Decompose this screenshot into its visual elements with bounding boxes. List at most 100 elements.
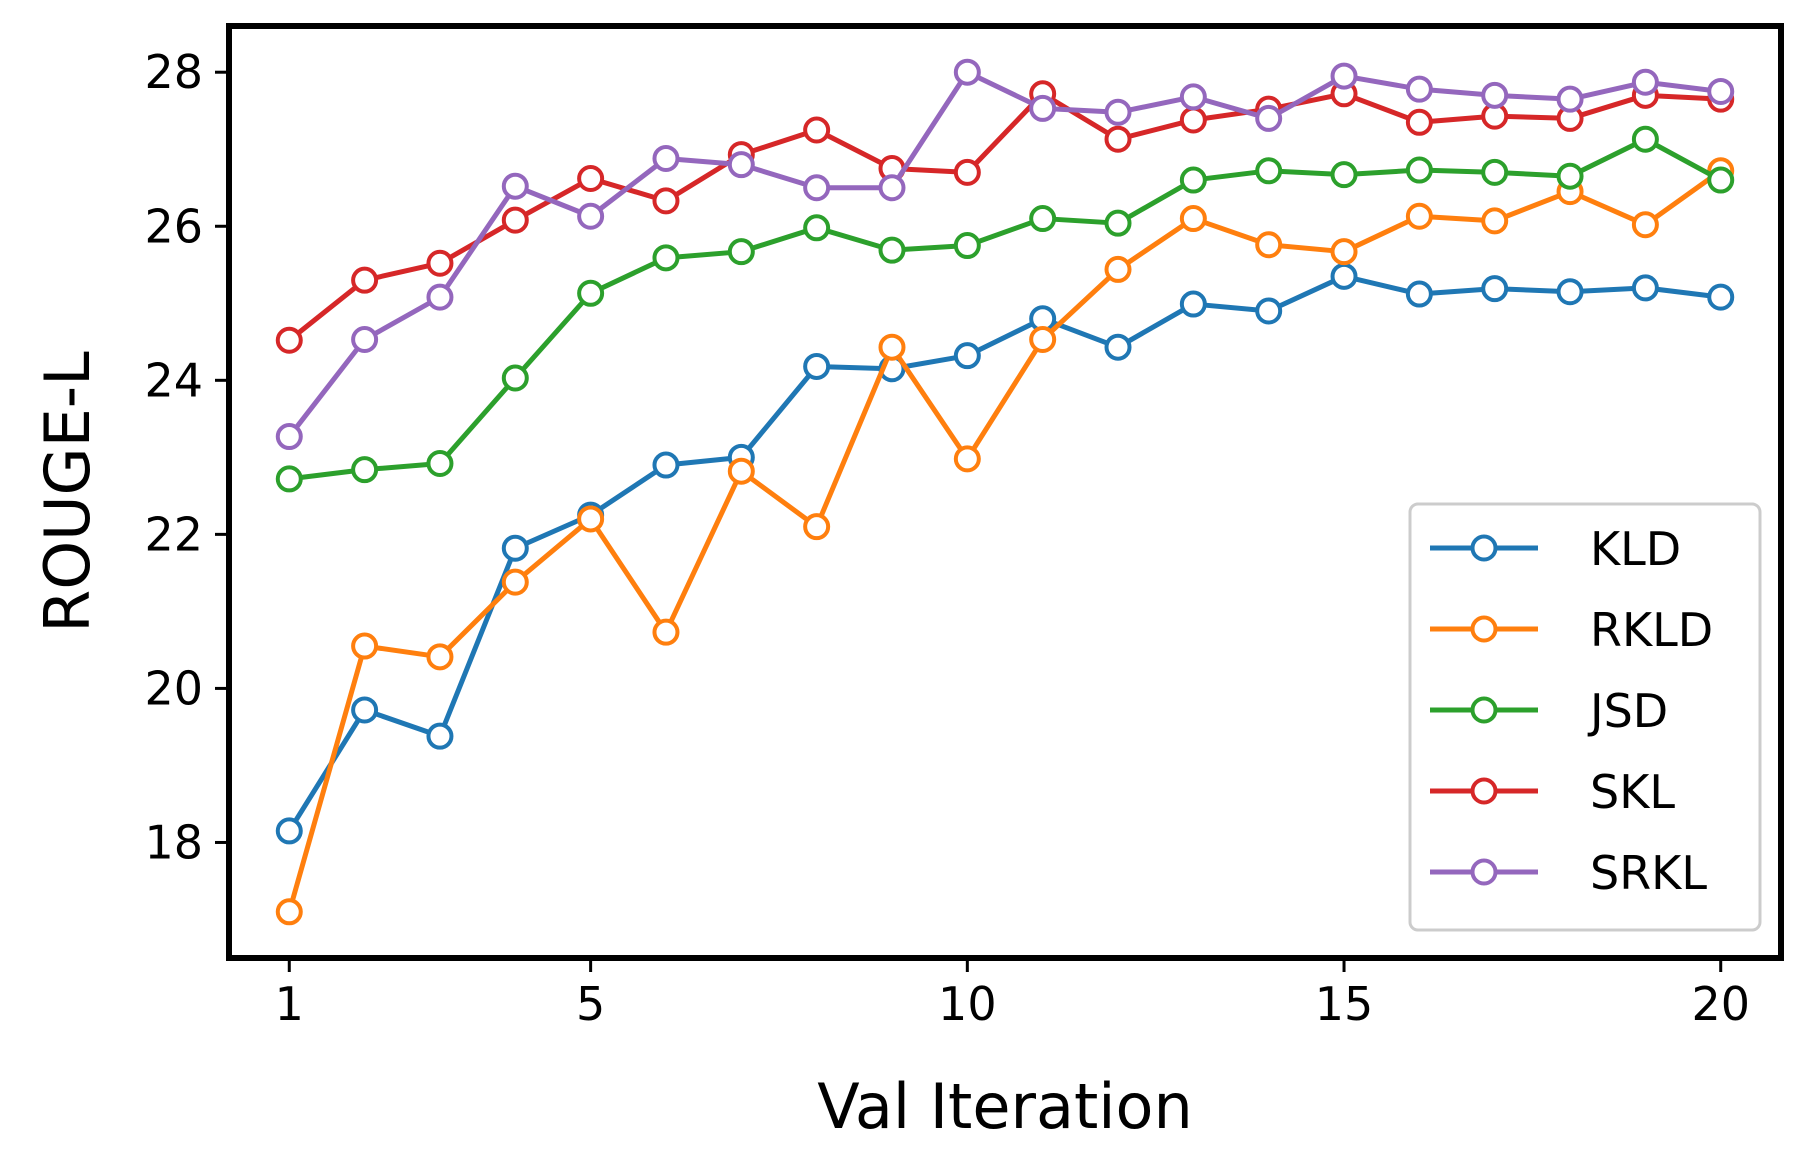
- data-point: [1179, 205, 1207, 233]
- y-tick-label: 20: [144, 661, 203, 715]
- legend-item: RKLD: [1430, 603, 1713, 657]
- series-jsd: [275, 125, 1735, 493]
- data-point: [1405, 75, 1433, 103]
- data-point: [652, 187, 680, 215]
- data-point: [1104, 333, 1132, 361]
- data-point: [1481, 275, 1509, 303]
- data-point: [426, 722, 454, 750]
- data-point: [878, 236, 906, 264]
- data-point: [577, 505, 605, 533]
- legend-item: SRKL: [1430, 846, 1707, 900]
- data-point: [1255, 157, 1283, 185]
- data-point: [878, 333, 906, 361]
- legend-label: JSD: [1587, 684, 1668, 738]
- x-tick-label: 15: [1315, 977, 1374, 1031]
- y-axis: 18 20 22 24 26 28: [144, 45, 229, 869]
- data-point: [577, 279, 605, 307]
- data-point: [275, 898, 303, 926]
- data-point: [652, 144, 680, 172]
- data-point: [501, 568, 529, 596]
- data-point: [953, 58, 981, 86]
- data-point: [1179, 290, 1207, 318]
- y-tick-label: 24: [144, 353, 203, 407]
- data-point: [501, 364, 529, 392]
- legend-item: SKL: [1430, 765, 1675, 819]
- legend-label: SKL: [1590, 765, 1675, 819]
- data-point: [953, 445, 981, 473]
- data-point: [426, 283, 454, 311]
- data-point: [803, 352, 831, 380]
- data-point: [1179, 83, 1207, 111]
- data-point: [275, 326, 303, 354]
- data-point: [803, 214, 831, 242]
- series-layer: [275, 58, 1735, 926]
- data-point: [1631, 211, 1659, 239]
- data-point: [1707, 283, 1735, 311]
- legend-label: RKLD: [1590, 603, 1713, 657]
- y-tick-label: 28: [144, 45, 203, 99]
- legend: KLD RKLD JSD SKL SRKL: [1408, 502, 1762, 932]
- data-point: [275, 465, 303, 493]
- data-point: [1405, 156, 1433, 184]
- x-tick-label: 5: [576, 977, 605, 1031]
- legend-item: JSD: [1430, 684, 1668, 738]
- x-tick-label: 1: [275, 977, 304, 1031]
- legend-label: SRKL: [1590, 846, 1707, 900]
- data-point: [1631, 125, 1659, 153]
- data-point: [426, 450, 454, 478]
- data-point: [501, 206, 529, 234]
- data-point: [1104, 125, 1132, 153]
- data-point: [727, 457, 755, 485]
- data-point: [577, 165, 605, 193]
- data-point: [275, 817, 303, 845]
- data-point: [953, 342, 981, 370]
- data-point: [1405, 108, 1433, 136]
- data-point: [1104, 255, 1132, 283]
- data-point: [727, 238, 755, 266]
- data-point: [1179, 106, 1207, 134]
- data-point: [953, 232, 981, 260]
- data-point: [351, 325, 379, 353]
- data-point: [351, 456, 379, 484]
- data-point: [1255, 231, 1283, 259]
- data-point: [1405, 280, 1433, 308]
- data-point: [351, 696, 379, 724]
- data-point: [1631, 274, 1659, 302]
- data-point: [727, 151, 755, 179]
- data-point: [1104, 98, 1132, 126]
- legend-marker: [1470, 534, 1498, 562]
- data-point: [803, 174, 831, 202]
- data-point: [1029, 205, 1057, 233]
- data-point: [953, 158, 981, 186]
- data-point: [803, 116, 831, 144]
- data-point: [1481, 207, 1509, 235]
- x-tick-label: 20: [1691, 977, 1750, 1031]
- data-point: [426, 643, 454, 671]
- x-axis: 1 5 10 15 20: [275, 958, 1750, 1031]
- x-tick-label: 10: [938, 977, 997, 1031]
- data-point: [351, 632, 379, 660]
- y-axis-label: ROUGE-L: [31, 351, 104, 633]
- data-point: [1104, 209, 1132, 237]
- data-point: [1029, 325, 1057, 353]
- series-srkl: [275, 58, 1735, 451]
- data-point: [1556, 85, 1584, 113]
- legend-items: KLD RKLD JSD SKL SRKL: [1430, 522, 1713, 900]
- data-point: [1707, 77, 1735, 105]
- data-point: [501, 534, 529, 562]
- data-point: [803, 513, 831, 541]
- y-tick-label: 18: [144, 815, 203, 869]
- data-point: [1330, 161, 1358, 189]
- data-point: [1631, 68, 1659, 96]
- data-point: [1481, 158, 1509, 186]
- legend-box: [1408, 502, 1762, 932]
- data-point: [652, 244, 680, 272]
- data-point: [1330, 262, 1358, 290]
- legend-marker: [1470, 858, 1498, 886]
- data-point: [1330, 62, 1358, 90]
- legend-item: KLD: [1430, 522, 1681, 576]
- legend-marker: [1470, 777, 1498, 805]
- data-point: [652, 451, 680, 479]
- y-tick-label: 22: [144, 507, 203, 561]
- data-point: [1179, 166, 1207, 194]
